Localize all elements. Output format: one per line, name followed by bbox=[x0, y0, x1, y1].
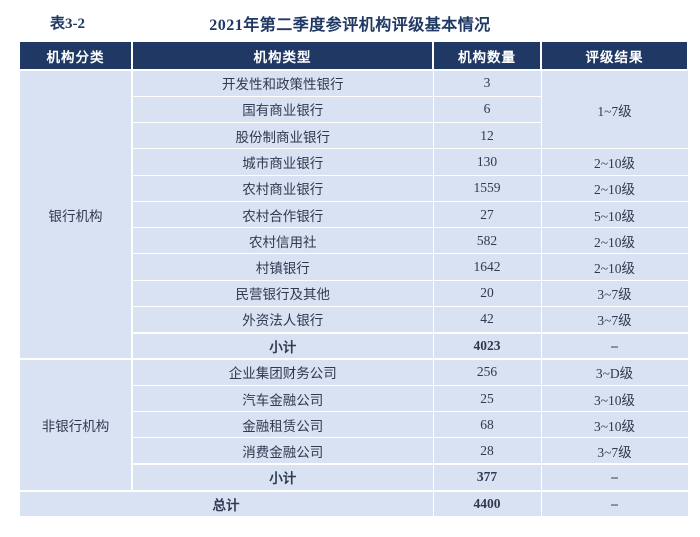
cell-count: 12 bbox=[432, 122, 542, 150]
cell-count: 28 bbox=[432, 437, 542, 465]
cell-institution-type: 农村信用社 bbox=[131, 227, 434, 255]
cell-count: 68 bbox=[432, 411, 542, 439]
cell-institution-type: 企业集团财务公司 bbox=[131, 358, 434, 386]
header-count: 机构数量 bbox=[432, 40, 542, 71]
header-institution-type: 机构类型 bbox=[131, 40, 434, 71]
table-row: 国有商业银行 6 bbox=[19, 95, 688, 124]
cell-count: 6 bbox=[432, 95, 542, 124]
cell-count: 1559 bbox=[432, 174, 542, 202]
table-header: 机构分类 机构类型 机构数量 评级结果 bbox=[18, 40, 689, 71]
cell-rating: 1~7级 bbox=[540, 69, 689, 150]
cell-count: 582 bbox=[432, 227, 542, 255]
cell-subtotal-rating: – bbox=[540, 463, 689, 492]
cell-institution-type: 农村商业银行 bbox=[131, 174, 434, 202]
cell-institution-type: 城市商业银行 bbox=[131, 148, 434, 176]
header-category: 机构分类 bbox=[18, 40, 133, 71]
cell-institution-type: 股份制商业银行 bbox=[131, 122, 434, 150]
table-row: 汽车金融公司 25 3~10级 bbox=[19, 384, 689, 413]
header-rating: 评级结果 bbox=[540, 40, 689, 71]
cell-subtotal-rating: – bbox=[540, 331, 689, 361]
cell-institution-type: 金融租赁公司 bbox=[131, 411, 434, 439]
cell-rating: 2~10级 bbox=[540, 174, 689, 202]
table-row: 银行机构 开发性和政策性银行 3 1~7级 bbox=[18, 68, 689, 361]
cell-rating: 3~7级 bbox=[540, 437, 689, 465]
cell-count: 27 bbox=[432, 200, 542, 229]
total-row: 总计 4400 – bbox=[18, 489, 689, 518]
rating-table: 机构分类 机构类型 机构数量 评级结果 银行机构 开发性和政策性银行 3 1~7… bbox=[18, 40, 689, 518]
table-row: 农村合作银行 27 5~10级 bbox=[19, 200, 689, 229]
cell-institution-type: 消费金融公司 bbox=[131, 437, 434, 465]
cell-rating: 2~10级 bbox=[540, 227, 689, 255]
cell-institution-type: 民营银行及其他 bbox=[131, 279, 434, 308]
cell-total-label: 总计 bbox=[18, 489, 434, 518]
cell-subtotal-label: 小计 bbox=[131, 463, 434, 492]
cell-rating: 3~7级 bbox=[540, 306, 689, 334]
cell-institution-type: 汽车金融公司 bbox=[131, 384, 434, 413]
table-caption-row: 表3-2 2021年第二季度参评机构评级基本情况 bbox=[0, 9, 700, 35]
cell-count: 130 bbox=[432, 148, 542, 176]
cell-rating: 3~10级 bbox=[540, 411, 689, 439]
cell-total-rating: – bbox=[540, 489, 689, 518]
table-row: 非银行机构 企业集团财务公司 256 3~D级 bbox=[18, 358, 689, 492]
table-row: 村镇银行 1642 2~10级 bbox=[19, 253, 689, 281]
cell-category-nonbank: 非银行机构 bbox=[18, 358, 133, 492]
table-row: 外资法人银行 42 3~7级 bbox=[19, 306, 689, 334]
cell-count: 1642 bbox=[432, 253, 542, 281]
cell-rating: 3~10级 bbox=[540, 384, 689, 413]
cell-institution-type: 国有商业银行 bbox=[131, 95, 434, 124]
cell-institution-type: 外资法人银行 bbox=[131, 306, 434, 334]
cell-rating: 5~10级 bbox=[540, 200, 689, 229]
subtotal-row-bank: 小计 4023 – bbox=[19, 331, 689, 361]
cell-institution-type: 村镇银行 bbox=[131, 253, 434, 281]
table-row: 消费金融公司 28 3~7级 bbox=[19, 437, 689, 465]
table-title: 2021年第二季度参评机构评级基本情况 bbox=[209, 17, 491, 34]
table-row: 城市商业银行 130 2~10级 bbox=[19, 148, 689, 176]
table-number-label: 表3-2 bbox=[50, 16, 85, 32]
cell-rating: 2~10级 bbox=[540, 253, 689, 281]
cell-total-count: 4400 bbox=[432, 489, 542, 518]
cell-count: 256 bbox=[432, 358, 542, 386]
subtotal-row-nonbank: 小计 377 – bbox=[19, 463, 689, 492]
table-row: 股份制商业银行 12 bbox=[19, 122, 688, 150]
cell-rating: 2~10级 bbox=[540, 148, 689, 176]
header-row: 机构分类 机构类型 机构数量 评级结果 bbox=[18, 40, 689, 71]
cell-count: 42 bbox=[432, 306, 542, 334]
cell-institution-type: 开发性和政策性银行 bbox=[131, 69, 434, 97]
cell-count: 20 bbox=[432, 279, 542, 308]
cell-rating: 3~D级 bbox=[540, 358, 689, 386]
cell-count: 25 bbox=[432, 384, 542, 413]
cell-institution-type: 农村合作银行 bbox=[131, 200, 434, 229]
table-row: 金融租赁公司 68 3~10级 bbox=[19, 411, 689, 439]
cell-rating: 3~7级 bbox=[540, 279, 689, 308]
table-row: 民营银行及其他 20 3~7级 bbox=[19, 279, 689, 308]
cell-subtotal-count: 377 bbox=[432, 463, 542, 492]
cell-subtotal-label: 小计 bbox=[131, 331, 434, 361]
cell-count: 3 bbox=[432, 69, 542, 97]
cell-category-bank: 银行机构 bbox=[18, 68, 133, 361]
cell-subtotal-count: 4023 bbox=[432, 331, 542, 361]
